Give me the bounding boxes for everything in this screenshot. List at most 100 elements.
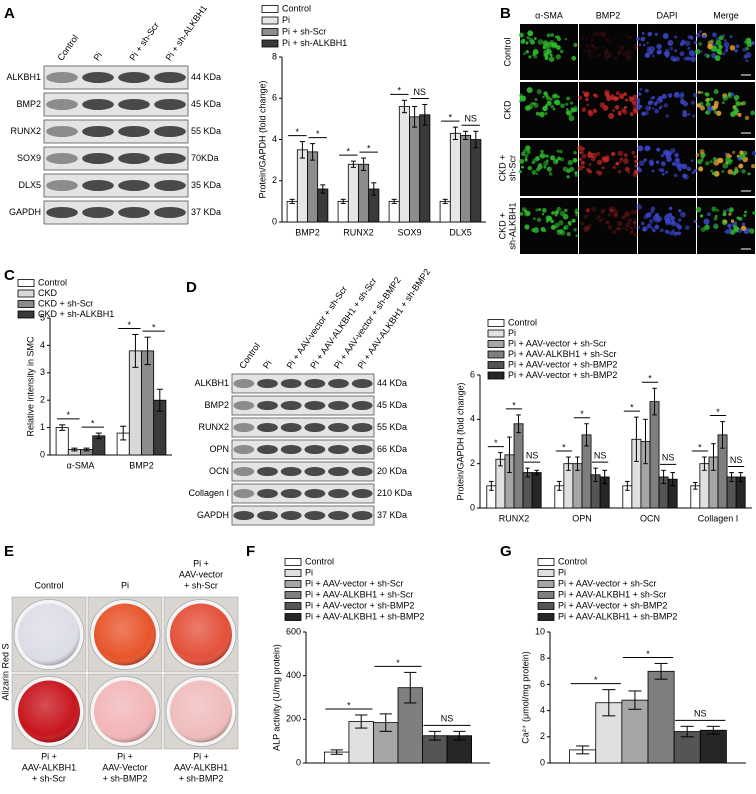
cell-signal bbox=[587, 223, 592, 228]
cell-signal bbox=[546, 33, 551, 38]
cell-signal bbox=[723, 219, 727, 224]
cell-signal bbox=[637, 92, 641, 96]
cell-signal bbox=[642, 43, 646, 47]
blot-band bbox=[257, 422, 278, 433]
cell-signal bbox=[593, 31, 598, 36]
blot-band bbox=[328, 444, 349, 455]
column-header: Merge bbox=[713, 10, 739, 20]
cell-signal bbox=[601, 32, 607, 39]
cell-signal bbox=[636, 204, 642, 210]
panel-label: B bbox=[500, 5, 511, 22]
dish-label: AAV-Vector bbox=[102, 762, 147, 772]
significance-label: NS bbox=[594, 450, 607, 460]
cell-signal bbox=[574, 171, 578, 175]
cell-signal bbox=[528, 55, 532, 59]
cell-signal bbox=[602, 104, 609, 111]
cell-signal bbox=[687, 112, 691, 116]
blot-band bbox=[154, 152, 186, 165]
cell-signal bbox=[630, 209, 636, 215]
cell-signal bbox=[668, 206, 673, 211]
size-label: 37 KDa bbox=[377, 510, 407, 520]
cell-signal bbox=[596, 30, 602, 37]
cell-signal bbox=[718, 44, 723, 50]
size-label: 210 KDa bbox=[377, 488, 412, 498]
x-tick-label: BMP2 bbox=[295, 227, 320, 237]
cell-signal bbox=[601, 208, 606, 213]
cell-signal bbox=[681, 163, 688, 170]
cell-signal bbox=[677, 218, 682, 222]
cell-signal bbox=[650, 210, 654, 214]
cell-signal bbox=[583, 226, 590, 232]
cell-signal bbox=[586, 48, 592, 54]
cell-signal bbox=[571, 55, 577, 61]
y-axis-label: Relative intensity in SMC bbox=[25, 336, 35, 437]
cell-signal bbox=[551, 211, 555, 215]
cell-signal bbox=[673, 173, 678, 178]
cell-signal bbox=[610, 206, 616, 213]
cell-signal bbox=[637, 226, 641, 229]
blot-band bbox=[304, 422, 326, 433]
cell-signal bbox=[722, 162, 729, 169]
cell-signal bbox=[627, 171, 631, 174]
cell-signal bbox=[722, 95, 729, 101]
significance-label: * bbox=[367, 143, 371, 153]
cell-signal bbox=[631, 100, 637, 106]
cell-signal bbox=[709, 160, 713, 164]
cell-signal bbox=[665, 114, 669, 118]
bar bbox=[398, 106, 410, 223]
cell-signal bbox=[699, 30, 702, 33]
cell-signal bbox=[619, 161, 622, 164]
cell-signal bbox=[625, 98, 629, 102]
blot-band bbox=[46, 71, 78, 84]
y-tick-label: 1 bbox=[40, 422, 45, 432]
cell-signal bbox=[567, 160, 573, 166]
dish-shade bbox=[18, 603, 80, 666]
cell-signal bbox=[549, 53, 553, 57]
cell-signal bbox=[607, 55, 610, 59]
cell-signal bbox=[592, 50, 595, 53]
legend-swatch bbox=[537, 613, 555, 621]
significance-label: * bbox=[594, 675, 598, 685]
bar bbox=[649, 401, 660, 509]
cell-signal bbox=[713, 223, 717, 227]
cell-signal bbox=[631, 150, 635, 155]
cell-signal bbox=[613, 213, 619, 218]
cell-signal bbox=[742, 47, 747, 52]
cell-signal bbox=[622, 51, 629, 58]
cell-signal bbox=[597, 215, 601, 219]
cell-signal bbox=[553, 99, 560, 106]
y-tick-label: 5 bbox=[40, 312, 45, 322]
blot-band bbox=[154, 71, 186, 84]
cell-signal bbox=[713, 157, 717, 162]
legend-swatch bbox=[261, 16, 279, 25]
cell-signal bbox=[646, 41, 649, 45]
cell-signal bbox=[648, 159, 654, 165]
cell-signal bbox=[636, 102, 640, 106]
cell-signal bbox=[577, 165, 583, 171]
cell-signal bbox=[552, 107, 556, 111]
cell-signal bbox=[715, 39, 722, 46]
cell-signal bbox=[518, 93, 523, 98]
legend-label: Pi bbox=[558, 567, 566, 577]
cell-signal bbox=[727, 223, 732, 228]
cell-signal bbox=[577, 95, 583, 100]
cell-signal bbox=[634, 217, 637, 221]
cell-signal bbox=[662, 33, 669, 39]
blot-band bbox=[233, 510, 255, 521]
cell-signal bbox=[750, 41, 755, 46]
cell-signal bbox=[681, 40, 686, 45]
cell-signal bbox=[662, 149, 669, 156]
significance-label: * bbox=[580, 409, 584, 419]
legend-label: Control bbox=[508, 317, 537, 327]
blot-band bbox=[233, 444, 255, 455]
blot-band bbox=[154, 125, 186, 138]
cell-signal bbox=[591, 43, 594, 47]
cell-signal bbox=[580, 160, 585, 165]
cell-signal bbox=[581, 107, 587, 113]
cell-signal bbox=[692, 92, 698, 98]
cell-signal bbox=[618, 45, 625, 51]
cell-signal bbox=[625, 33, 632, 40]
legend-swatch bbox=[487, 340, 505, 348]
bar bbox=[449, 132, 461, 223]
cell-signal bbox=[727, 94, 732, 99]
